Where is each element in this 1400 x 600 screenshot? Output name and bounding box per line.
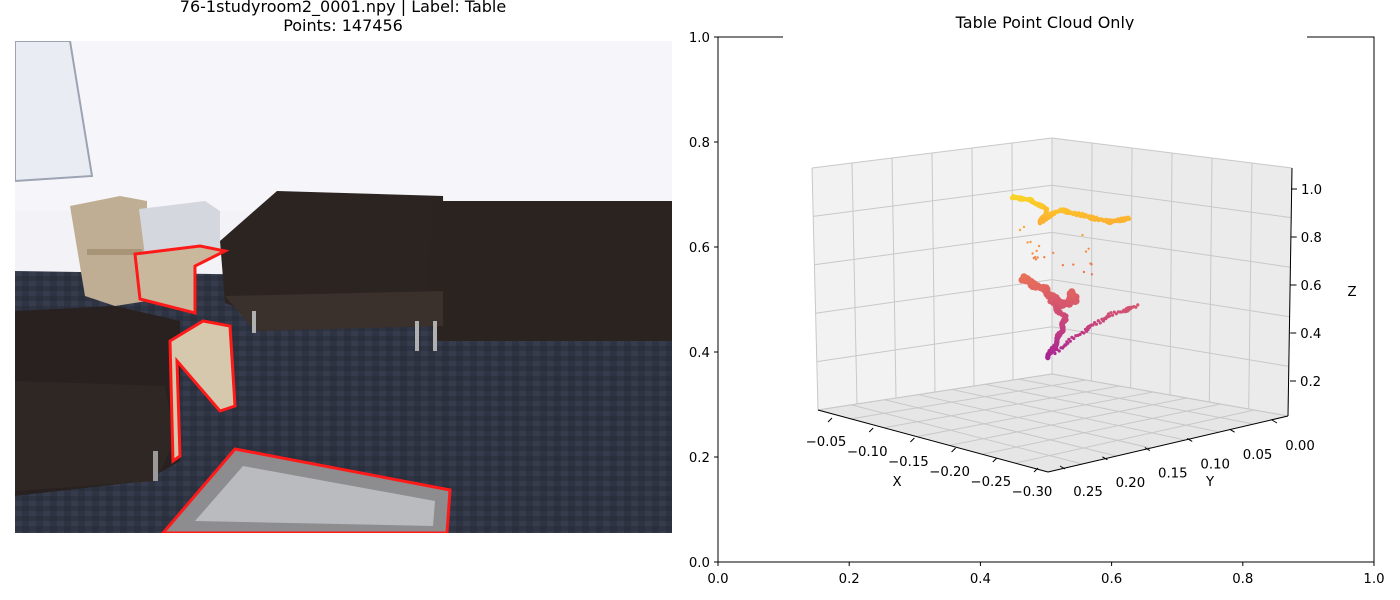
table-outline-2: [168, 319, 237, 464]
cloud-point: [1045, 354, 1051, 360]
x-axis-label: X: [892, 475, 901, 490]
cloud-point: [1029, 240, 1032, 244]
rgb-image: [15, 41, 672, 533]
point-cloud: [1009, 194, 1140, 361]
grid-3d: [811, 137, 1293, 473]
y-tick-label: 0.0: [689, 556, 710, 571]
cloud-point: [1034, 258, 1038, 261]
pane-back-right: [1052, 138, 1292, 416]
cloud-point: [1101, 319, 1105, 323]
image-title: 76-1studyroom2_0001.npy | Label: Table: [179, 0, 507, 16]
x-tick-label: 0.8: [1232, 572, 1253, 587]
x-tick-label: 0.6: [1101, 572, 1122, 587]
cloud-point: [1037, 244, 1041, 248]
sofa-back: [220, 191, 445, 316]
x3d-tick-label: −0.25: [970, 475, 1011, 490]
y3d-tick-label: 0.25: [1073, 485, 1103, 500]
y-tick-label: 0.8: [689, 136, 710, 151]
cloud-point: [1036, 256, 1039, 259]
cloud-point: [1089, 262, 1092, 265]
x-tick-label: 0.0: [707, 572, 728, 587]
z3d-tick-label: 1.0: [1301, 183, 1322, 198]
cloud-point: [1078, 332, 1082, 336]
cloud-point: [1031, 252, 1034, 255]
y3d-tick-label: 0.10: [1200, 457, 1230, 472]
y3d-tick-label: 0.15: [1158, 467, 1188, 482]
x3d-tick-label: −0.05: [806, 435, 847, 450]
cloud-point: [1110, 313, 1115, 317]
cloud-point: [1090, 273, 1094, 276]
cloud-point: [1126, 216, 1132, 221]
cloud-point: [1022, 225, 1026, 229]
cloud-point: [1096, 319, 1100, 323]
cloud-point: [1136, 303, 1140, 307]
y3d-tick-label: 0.00: [1285, 439, 1315, 454]
point-count: Points: 147456: [283, 16, 403, 35]
y-tick-label: 0.4: [689, 346, 710, 361]
y-axis-label: Y: [1205, 475, 1215, 490]
z3d-tick-label: 0.4: [1300, 327, 1321, 342]
y-tick-label: 0.6: [689, 241, 710, 256]
cloud-point: [1068, 339, 1072, 343]
cloud-point: [1094, 322, 1098, 326]
cloud-point: [1091, 323, 1095, 327]
z3d-tick-label: 0.2: [1300, 375, 1321, 390]
cloud-point: [1107, 314, 1112, 318]
y-tick-label: 1.0: [689, 31, 710, 46]
chart-title: Table Point Cloud Only: [955, 13, 1135, 32]
printer: [139, 201, 220, 256]
cloud-point: [1082, 331, 1086, 335]
cloud-point: [1026, 241, 1029, 244]
y-tick-label: 0.2: [689, 451, 710, 466]
cloud-point: [1087, 247, 1090, 250]
cloud-point: [1114, 312, 1118, 316]
cloud-point: [1033, 256, 1037, 259]
cloud-point: [1061, 264, 1065, 267]
x-tick-label: 1.0: [1363, 572, 1384, 587]
x3d-tick-label: −0.15: [888, 455, 929, 470]
x3d-tick-label: −0.10: [847, 445, 888, 460]
z3d-tick-label: 0.8: [1301, 231, 1322, 246]
cloud-point: [1109, 311, 1113, 315]
table-outline-1: [133, 244, 230, 315]
cloud-point: [1081, 233, 1084, 237]
cloud-point: [1053, 351, 1057, 356]
cloud-point: [1068, 288, 1076, 296]
cloud-point: [1052, 251, 1055, 255]
sofa-right: [427, 201, 672, 341]
cloud-point: [1098, 321, 1102, 325]
cloud-point: [1072, 263, 1075, 266]
cloud-point: [1035, 249, 1038, 253]
cloud-point: [1066, 341, 1070, 345]
y3d-tick-label: 0.20: [1116, 476, 1146, 491]
z3d-tick-label: 0.6: [1301, 279, 1322, 294]
x-tick-label: 0.4: [970, 572, 991, 587]
x3d-tick-label: −0.30: [1012, 485, 1053, 500]
cloud-point: [1018, 228, 1022, 232]
cloud-point: [1134, 305, 1138, 309]
pane-back-left: [812, 138, 1052, 410]
cloud-point: [1072, 336, 1076, 341]
cloud-point: [1057, 349, 1061, 353]
x3d-tick-label: −0.20: [929, 465, 970, 480]
cloud-point: [1082, 270, 1086, 274]
z-axis-label: Z: [1347, 285, 1356, 300]
whiteboard: [15, 41, 94, 183]
cloud-point: [1084, 250, 1088, 253]
cloud-point: [1043, 256, 1046, 259]
y3d-tick-label: 0.05: [1243, 448, 1273, 463]
x-tick-label: 0.2: [839, 572, 860, 587]
